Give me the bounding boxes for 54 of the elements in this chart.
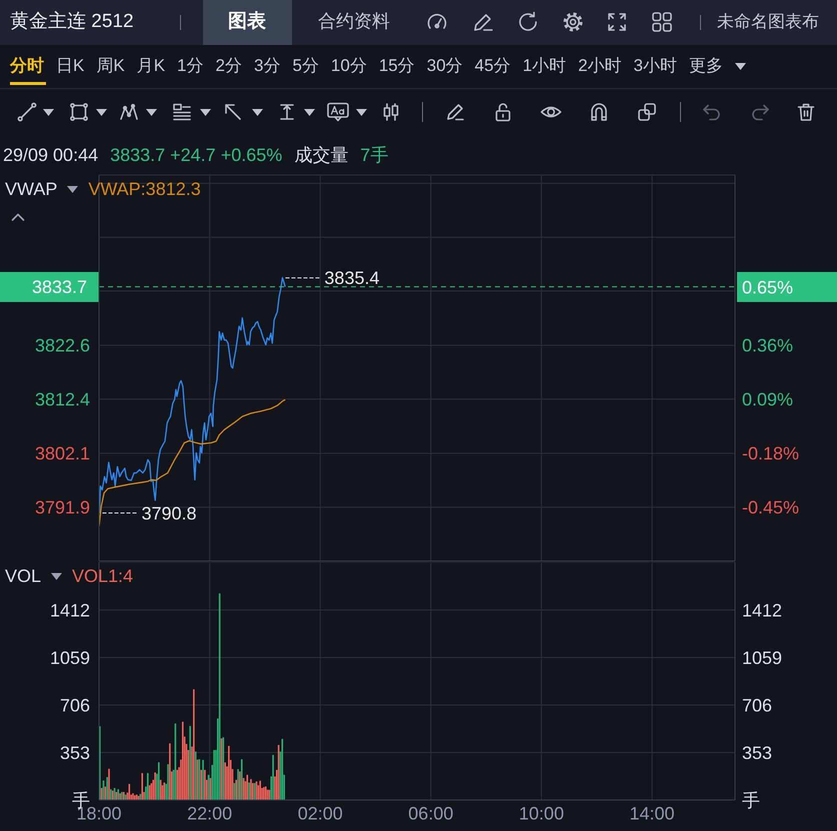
chart-title: 黄金主连 2512: [10, 10, 134, 34]
text: 30分: [426, 55, 463, 77]
text: 5分: [292, 55, 319, 77]
y2-tick-label: 0.09%: [742, 389, 794, 410]
annotation: VOL1:4: [72, 565, 134, 587]
annotation: 3835.4: [324, 268, 380, 288]
text: 10分: [330, 55, 367, 77]
y2-tick-label: 1059: [742, 648, 782, 668]
text: 3833.7 +24.7 +0.65%: [110, 144, 282, 166]
text: 2分: [216, 55, 242, 77]
y2-tick-label: -0.45%: [742, 497, 800, 518]
y2-tick-label: 1412: [742, 600, 782, 620]
y-tick-label: 1412: [50, 600, 90, 620]
ref-line-label: 3833.7: [32, 276, 87, 298]
y2-tick-label: 0.36%: [742, 335, 794, 356]
text: 月K: [136, 55, 166, 77]
text: 更多: [689, 55, 723, 77]
y2-tick-label: 706: [742, 695, 772, 716]
y2-tick-label: 0.65%: [742, 277, 794, 298]
y-tick-label: 706: [60, 695, 90, 716]
x-tick-label: 02:00: [298, 803, 343, 824]
text: 2小时: [578, 55, 622, 77]
text: 45分: [474, 55, 511, 77]
y-tick-label: 3822.6: [34, 336, 90, 356]
text: 1小时: [522, 55, 566, 77]
annotation: VWAP:3812.3: [88, 178, 201, 200]
text: 3小时: [634, 55, 677, 77]
text: 15分: [378, 55, 415, 77]
text: 未命名图表布: [717, 12, 819, 32]
text: 周K: [96, 55, 125, 77]
text: 分时: [10, 55, 44, 77]
y-tick-label: 3802.1: [34, 444, 90, 464]
text: VOL: [5, 565, 42, 587]
text: 3分: [254, 55, 280, 77]
annotation: 3790.8: [141, 503, 197, 524]
text: 图表: [228, 10, 266, 34]
y-tick-label: 3812.4: [34, 389, 90, 410]
y-tick-label: 3791.9: [34, 498, 90, 518]
x-tick-label: 06:00: [408, 803, 454, 824]
y2-tick-label: -0.18%: [742, 443, 800, 464]
text: 7手: [360, 144, 388, 166]
y2-tick-label: 手: [742, 790, 760, 810]
y-tick-label: 353: [60, 742, 90, 763]
x-tick-label: 10:00: [518, 803, 564, 824]
x-tick-label: 22:00: [187, 803, 232, 824]
text: 日K: [56, 55, 84, 77]
text: 成交量: [294, 144, 348, 166]
x-tick-label: 14:00: [630, 803, 675, 824]
text: 合约资料: [318, 11, 390, 33]
text: VWAP: [5, 178, 58, 200]
y2-tick-label: 353: [742, 742, 772, 763]
y-tick-label: 1059: [50, 648, 90, 668]
text: 29/09 00:44: [3, 144, 98, 166]
text: 1分: [177, 55, 204, 77]
